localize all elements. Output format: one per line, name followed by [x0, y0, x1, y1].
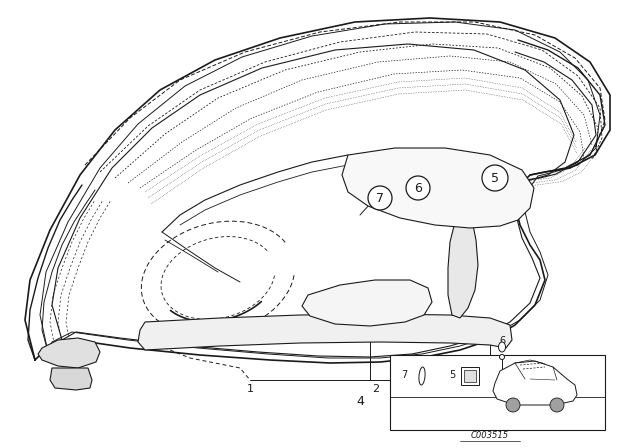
Text: 2: 2: [372, 384, 379, 394]
Polygon shape: [493, 361, 577, 405]
Text: C003515: C003515: [471, 431, 509, 440]
FancyBboxPatch shape: [464, 370, 476, 382]
Ellipse shape: [499, 342, 506, 352]
Ellipse shape: [499, 354, 504, 359]
Text: 6: 6: [499, 336, 505, 346]
Circle shape: [482, 165, 508, 191]
Polygon shape: [50, 368, 92, 390]
Circle shape: [506, 398, 520, 412]
Text: 5: 5: [491, 172, 499, 185]
Polygon shape: [342, 148, 534, 228]
Polygon shape: [448, 215, 478, 318]
Text: 1: 1: [246, 384, 253, 394]
Circle shape: [368, 186, 392, 210]
Polygon shape: [138, 314, 512, 350]
Text: 7: 7: [376, 191, 384, 204]
Text: 3: 3: [492, 384, 499, 394]
FancyBboxPatch shape: [461, 367, 479, 385]
FancyBboxPatch shape: [390, 355, 605, 430]
Text: 7: 7: [401, 370, 407, 380]
Text: 4: 4: [356, 395, 364, 408]
Polygon shape: [302, 280, 432, 326]
Ellipse shape: [419, 367, 425, 385]
Polygon shape: [38, 338, 100, 368]
Circle shape: [550, 398, 564, 412]
Circle shape: [406, 176, 430, 200]
Text: 6: 6: [414, 181, 422, 194]
Text: 5: 5: [449, 370, 455, 380]
